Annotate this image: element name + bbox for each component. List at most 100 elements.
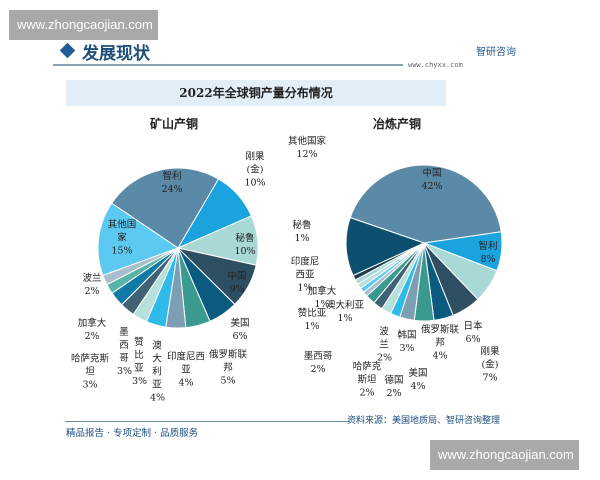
slice-name: 赞比亚	[297, 308, 327, 319]
slice-name: 加拿大	[307, 286, 337, 297]
slice-name: 刚果(金)	[480, 346, 500, 371]
brand-logo: 智研咨询	[476, 47, 516, 58]
header-divider	[53, 64, 403, 66]
section-title: 发展现状	[82, 44, 150, 64]
slice-label: 墨西哥 3%	[117, 326, 133, 378]
footer-slogan: 精品报告 · 专项定制 · 品质服务	[66, 428, 199, 439]
slice-value: 5%	[220, 375, 236, 387]
slice-label: 哈萨克斯坦 2%	[352, 361, 382, 400]
slice-label: 秘鲁 10%	[234, 232, 255, 258]
slice-value: 10%	[244, 177, 266, 189]
slice-value: 4%	[150, 392, 166, 404]
source-note: 资料来源：美国地质局、智研咨询整理	[347, 416, 501, 426]
slice-name: 刚果(金)	[245, 151, 265, 176]
slice-value: 1%	[304, 321, 320, 332]
slice-name: 印度尼西亚	[290, 256, 320, 281]
slice-name: 印度尼西亚	[166, 351, 205, 376]
slice-name: 墨西哥	[119, 327, 129, 364]
slice-label: 其他国家 12%	[288, 135, 326, 161]
slice-name: 美国	[408, 368, 428, 379]
pie-slice	[110, 167, 220, 249]
slice-value: 12%	[296, 149, 318, 160]
slice-name: 其他国家	[287, 136, 327, 147]
slice-value: 42%	[421, 181, 443, 192]
slice-name: 哈萨克斯坦	[70, 353, 109, 378]
slice-label: 中国 42%	[421, 167, 442, 193]
slice-value: 1%	[337, 313, 353, 324]
slice-name: 智利	[162, 171, 182, 182]
slice-value: 15%	[111, 245, 133, 257]
slice-name: 俄罗斯联邦	[420, 324, 459, 349]
slice-label: 美国 6%	[230, 317, 249, 343]
slice-label: 澳大利亚 1%	[326, 299, 364, 325]
pie-slice	[349, 164, 502, 244]
slice-value: 2%	[386, 388, 402, 399]
slice-value: 9%	[229, 284, 245, 295]
slice-value: 3%	[82, 379, 98, 391]
slice-label: 刚果(金) 10%	[240, 151, 270, 190]
chart-title: 2022年全球铜产量分布情况	[66, 80, 446, 106]
slice-label: 美国 4%	[408, 367, 427, 393]
brand-url: www.chyxx.com	[408, 61, 463, 69]
slice-label: 德国 2%	[384, 374, 403, 400]
slice-label: 哈萨克斯坦 3%	[70, 353, 110, 392]
slice-value: 4%	[432, 350, 448, 362]
slice-label: 俄罗斯联邦 5%	[206, 349, 251, 388]
slice-name: 韩国	[397, 330, 417, 341]
slice-value: 8%	[480, 254, 496, 265]
slice-name: 日本	[463, 321, 483, 332]
slice-label: 波兰 2%	[377, 326, 393, 365]
slice-value: 2%	[84, 331, 100, 342]
slice-name: 俄罗斯联邦	[208, 349, 247, 374]
slice-name: 赞比亚	[134, 337, 144, 374]
slice-name: 墨西哥	[303, 351, 333, 362]
slice-value: 6%	[232, 331, 248, 342]
slice-label: 智利 24%	[161, 170, 182, 196]
slice-value: 4%	[410, 381, 426, 392]
slice-label: 加拿大 1%	[308, 285, 337, 311]
slice-name: 澳大利亚	[152, 340, 162, 391]
slice-label: 韩国 3%	[397, 329, 416, 355]
pie-title-mine: 矿山产铜	[150, 117, 199, 131]
slice-label: 波兰 2%	[82, 272, 101, 298]
watermark-bottom: www.zhongcaojian.com	[430, 440, 579, 470]
pie-slice	[345, 216, 426, 277]
slice-value: 2%	[377, 352, 393, 364]
slice-value: 6%	[465, 334, 481, 345]
slice-name: 秘鲁	[235, 233, 255, 244]
slice-label: 俄罗斯联邦 4%	[418, 324, 463, 363]
slice-value: 10%	[234, 246, 256, 257]
slice-name: 哈萨克斯坦	[352, 361, 382, 386]
slice-label: 印度尼西亚 1%	[290, 256, 320, 295]
slice-label: 赞比亚 3%	[132, 336, 148, 388]
slice-label: 日本 6%	[463, 320, 482, 346]
pie-slice	[97, 202, 180, 277]
watermark-top: www.zhongcaojian.com	[9, 10, 158, 40]
slice-label: 刚果(金) 7%	[475, 346, 505, 385]
slice-name: 德国	[384, 375, 404, 386]
slice-name: 其他国家	[107, 219, 137, 244]
slice-name: 秘鲁	[292, 220, 312, 231]
slice-label: 中国 9%	[227, 270, 246, 296]
slice-name: 美国	[230, 318, 250, 329]
slice-value: 2%	[359, 387, 375, 399]
slice-label: 印度尼西亚 4%	[164, 351, 209, 390]
slice-name: 澳大利亚	[325, 300, 365, 311]
slice-name: 中国	[422, 168, 442, 179]
footer-divider	[65, 421, 350, 422]
slice-name: 智利	[478, 241, 498, 252]
slice-value: 3%	[132, 376, 148, 387]
slice-value: 7%	[482, 372, 498, 384]
slice-value: 2%	[84, 286, 100, 297]
pie-title-smelter: 冶炼产铜	[373, 117, 422, 131]
slice-value: 3%	[117, 366, 133, 377]
slice-label: 其他国家 15%	[107, 219, 137, 258]
slice-label: 加拿大 2%	[78, 317, 107, 343]
slice-value: 4%	[178, 377, 194, 389]
slice-label: 墨西哥 2%	[304, 350, 333, 376]
slice-name: 加拿大	[77, 318, 107, 329]
slice-name: 波兰	[82, 273, 102, 284]
slice-value: 1%	[294, 233, 310, 244]
slice-label: 智利 8%	[478, 240, 497, 266]
